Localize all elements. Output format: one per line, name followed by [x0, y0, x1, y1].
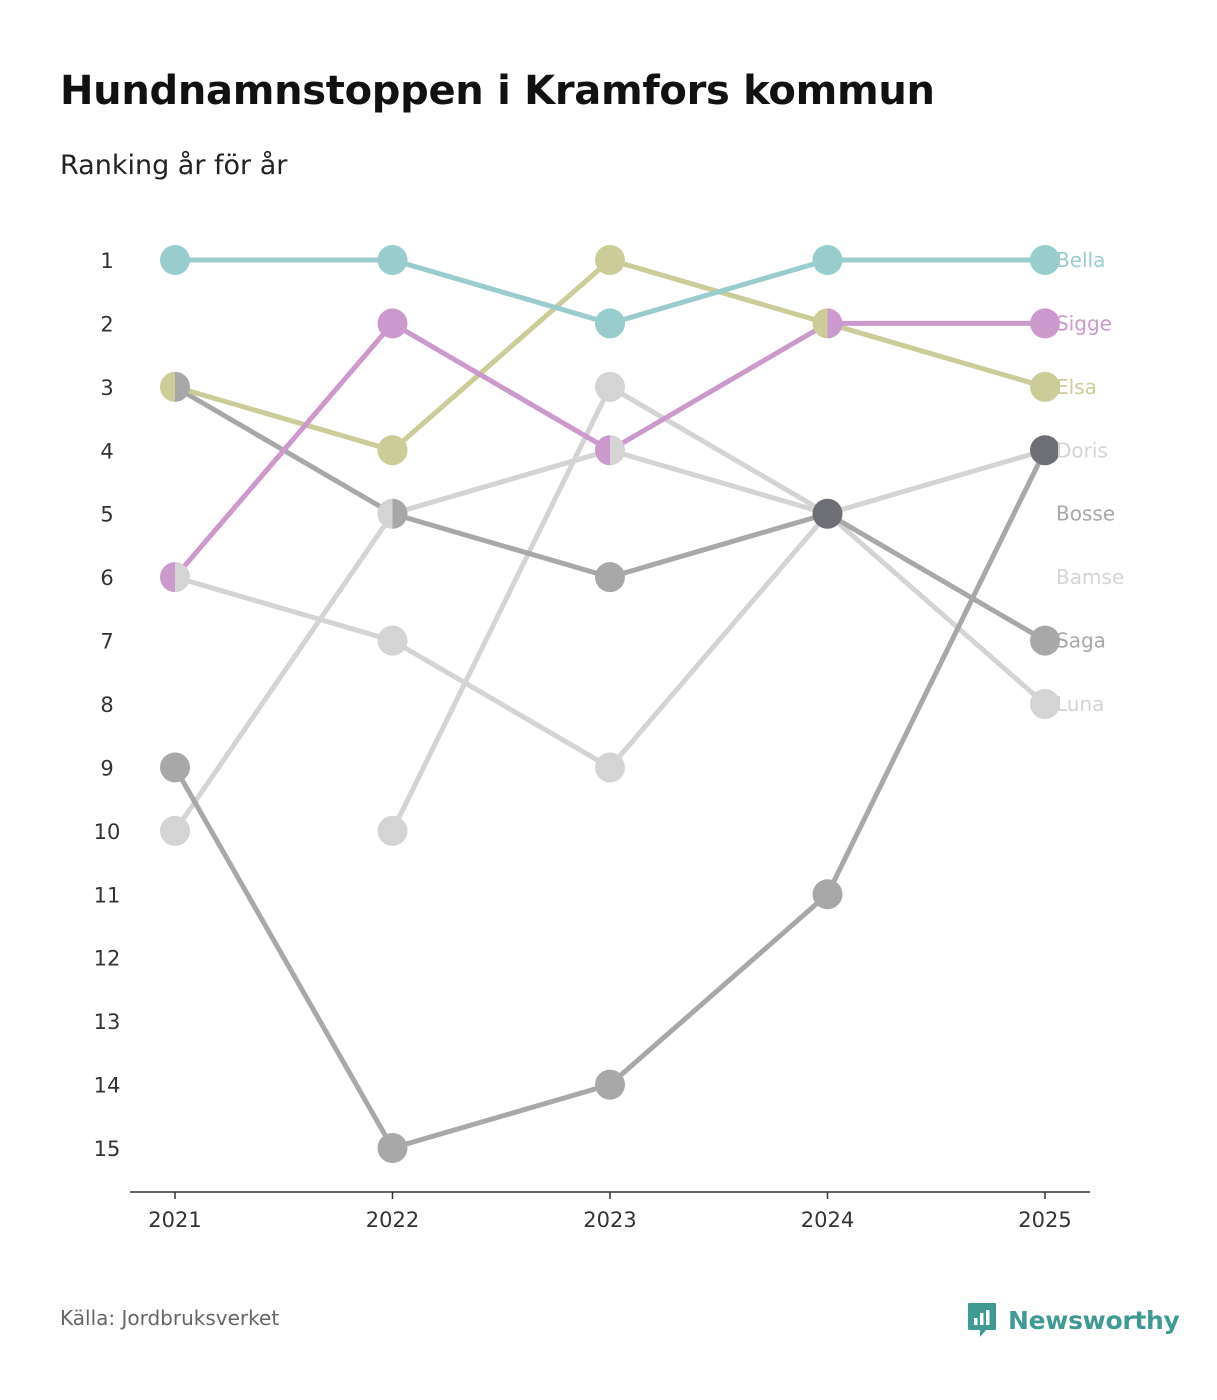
series-points	[160, 245, 1060, 1164]
point-luna	[1030, 689, 1060, 720]
newsworthy-logo[interactable]: Newsworthy	[966, 1300, 1180, 1340]
y-tick-label: 3	[100, 376, 113, 400]
point-bosse	[377, 815, 408, 846]
point-sigge	[1030, 308, 1060, 339]
y-tick-label: 6	[100, 566, 113, 590]
y-tick-label: 8	[100, 693, 113, 717]
end-label-elsa: Elsa	[1056, 375, 1097, 399]
point-bamse	[160, 815, 190, 846]
point-sigge	[827, 308, 843, 339]
y-tick-label: 2	[100, 312, 113, 336]
point-sigge	[377, 308, 408, 339]
chart-subtitle: Ranking år för år	[60, 150, 288, 181]
y-tick-label: 11	[94, 883, 121, 907]
point-highlight	[812, 498, 843, 529]
point-luna	[377, 625, 408, 656]
point-elsa	[595, 245, 625, 275]
x-tick-label: 2023	[583, 1208, 636, 1232]
end-label-bamse: Bamse	[1056, 565, 1124, 589]
point-bosse	[595, 371, 625, 402]
point-bella	[377, 245, 408, 275]
point-sigge	[595, 435, 610, 466]
point-bella	[1030, 245, 1060, 275]
y-tick-label: 12	[94, 947, 121, 971]
point-highlight	[1030, 435, 1060, 466]
x-tick-label: 2022	[366, 1208, 419, 1232]
x-tick-label: 2025	[1018, 1208, 1071, 1232]
newsworthy-logo-text: Newsworthy	[1008, 1305, 1180, 1335]
point-elsa	[160, 371, 175, 402]
chart-title: Hundnamnstoppen i Kramfors kommun	[60, 68, 935, 114]
point-luna	[595, 752, 625, 783]
y-tick-label: 1	[100, 249, 113, 273]
y-tick-label: 13	[94, 1010, 121, 1034]
point-doris	[377, 1133, 408, 1164]
point-luna	[175, 562, 190, 593]
point-bamse	[377, 498, 393, 529]
y-tick-label: 10	[94, 820, 121, 844]
point-bella	[812, 245, 843, 275]
point-bamse	[610, 435, 625, 466]
y-tick-label: 14	[94, 1074, 121, 1098]
y-tick-label: 7	[100, 630, 113, 654]
point-doris	[595, 1069, 625, 1100]
y-tick-label: 4	[100, 439, 113, 463]
point-saga	[392, 498, 408, 529]
point-saga	[595, 562, 625, 593]
end-label-sigge: Sigge	[1056, 311, 1112, 335]
end-label-bosse: Bosse	[1056, 502, 1115, 526]
point-bella	[160, 245, 190, 275]
point-sigge	[160, 562, 175, 593]
y-tick-label: 5	[100, 503, 113, 527]
source-note: Källa: Jordbruksverket	[60, 1306, 280, 1330]
point-elsa	[812, 308, 828, 339]
series-line-doris	[172, 447, 1048, 1151]
x-tick-label: 2024	[801, 1208, 854, 1232]
point-elsa	[1030, 371, 1060, 402]
end-label-saga: Saga	[1056, 629, 1106, 653]
x-tick-label: 2021	[148, 1208, 201, 1232]
point-doris	[160, 752, 190, 783]
end-label-bella: Bella	[1056, 248, 1105, 272]
y-tick-label: 9	[100, 756, 113, 780]
x-axis-ticks: 2021 2022 2023 2024 2025	[148, 1192, 1072, 1232]
point-elsa	[377, 435, 408, 466]
end-labels: Bella Sigge Elsa Doris Bosse Bamse Saga Luna	[1056, 248, 1124, 716]
point-bella	[595, 308, 625, 339]
newsworthy-logo-icon	[968, 1303, 996, 1337]
y-tick-label: 15	[94, 1137, 121, 1161]
point-doris	[812, 879, 843, 910]
point-saga	[1030, 625, 1060, 656]
end-label-luna: Luna	[1056, 692, 1104, 716]
end-label-doris: Doris	[1056, 438, 1108, 462]
point-saga	[175, 371, 190, 402]
